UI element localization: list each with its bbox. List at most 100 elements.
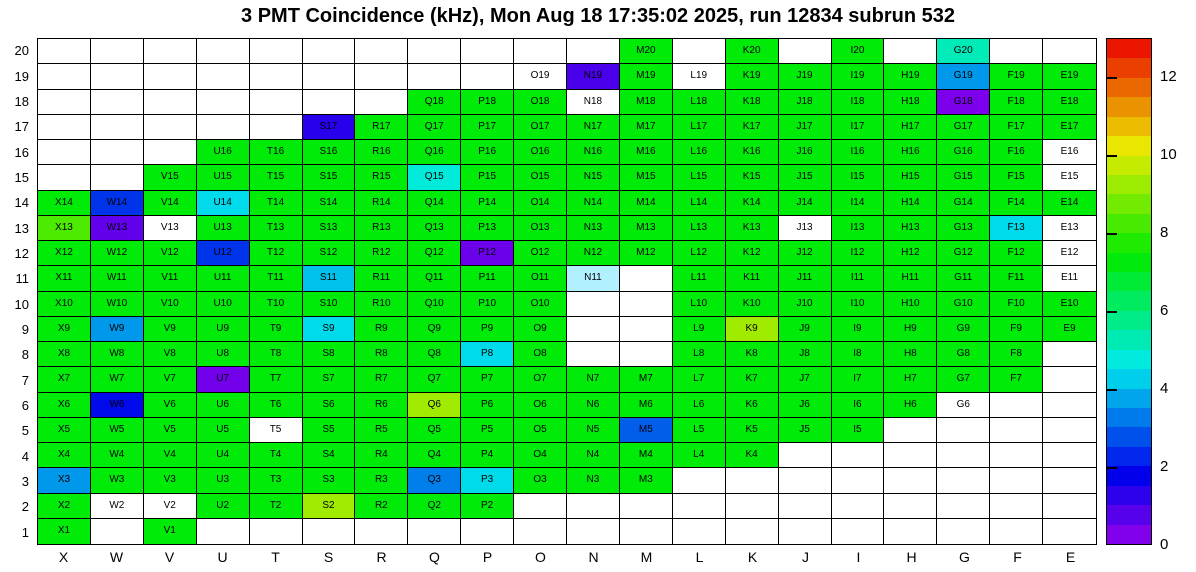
y-axis-label-11: 11 <box>15 271 30 287</box>
heatmap-cell-G13: G13 <box>937 215 991 241</box>
heatmap-cell-L18: L18 <box>672 89 726 115</box>
heatmap-cell-G18: G18 <box>937 89 991 115</box>
heatmap-cell-V15: V15 <box>143 165 197 191</box>
heatmap-cell-G11: G11 <box>937 266 991 292</box>
heatmap-cell-H14: H14 <box>884 190 938 216</box>
heatmap-cell-N6: N6 <box>567 392 620 418</box>
heatmap-cell-S12: S12 <box>302 241 356 267</box>
heatmap-cell-N11: N11 <box>567 266 620 292</box>
heatmap-cell-P3: P3 <box>461 468 515 494</box>
heatmap-cell-O10: O10 <box>514 291 567 317</box>
heatmap-cell-empty <box>249 64 303 90</box>
heatmap-cell-T4: T4 <box>249 443 303 469</box>
heatmap-cell-I6: I6 <box>831 392 885 418</box>
heatmap-cell-empty <box>990 443 1044 469</box>
heatmap-cell-F10: F10 <box>990 291 1044 317</box>
heatmap-cell-T9: T9 <box>249 316 303 342</box>
heatmap-cell-W11: W11 <box>90 266 144 292</box>
heatmap-cell-P5: P5 <box>461 417 515 443</box>
colorbar-band <box>1107 369 1151 389</box>
heatmap-cell-Q2: Q2 <box>408 493 462 519</box>
heatmap-cell-X8: X8 <box>38 342 91 368</box>
heatmap-cell-Q15: Q15 <box>408 165 462 191</box>
heatmap-cell-E11: E11 <box>1043 266 1096 292</box>
y-axis-label-20: 20 <box>14 43 29 59</box>
heatmap-cell-F12: F12 <box>990 241 1044 267</box>
heatmap-cell-W4: W4 <box>90 443 144 469</box>
heatmap-cell-empty <box>832 518 885 544</box>
heatmap-cell-V14: V14 <box>143 190 197 216</box>
heatmap-cell-R12: R12 <box>355 241 409 267</box>
x-axis-label-J: J <box>802 549 809 565</box>
heatmap-cell-P7: P7 <box>461 367 515 393</box>
colorbar-tick <box>1107 311 1117 313</box>
heatmap-cell-U2: U2 <box>196 493 250 519</box>
colorbar-band <box>1107 194 1151 214</box>
colorbar-band <box>1107 174 1151 195</box>
heatmap-cell-H12: H12 <box>884 241 938 267</box>
heatmap-cell-W9: W9 <box>90 316 144 342</box>
x-axis-label-X: X <box>58 549 69 565</box>
heatmap-cell-G9: G9 <box>937 316 991 342</box>
heatmap-cell-S17: S17 <box>302 114 356 140</box>
y-axis-label-7: 7 <box>21 372 29 388</box>
colorbar-label-8: 8 <box>1160 224 1169 241</box>
heatmap-cell-P12: P12 <box>461 241 515 267</box>
heatmap-cell-R17: R17 <box>355 114 409 140</box>
heatmap-cell-M18: M18 <box>619 89 673 115</box>
colorbar-tick <box>1107 77 1117 79</box>
heatmap-cell-H19: H19 <box>884 64 938 90</box>
colorbar-band <box>1107 116 1151 137</box>
heatmap-cell-empty <box>567 39 620 65</box>
heatmap-cell-empty <box>461 64 515 90</box>
heatmap-cell-empty <box>90 114 144 140</box>
heatmap-cell-M6: M6 <box>619 392 673 418</box>
heatmap-cell-S11: S11 <box>302 266 356 292</box>
heatmap-cell-N5: N5 <box>567 417 620 443</box>
heatmap-cell-J5: J5 <box>778 417 832 443</box>
heatmap-cell-I7: I7 <box>831 367 885 393</box>
heatmap-cell-E16: E16 <box>1043 140 1096 166</box>
heatmap-cell-empty <box>990 518 1044 544</box>
heatmap-cell-J18: J18 <box>778 89 832 115</box>
heatmap-cell-empty <box>249 114 303 140</box>
heatmap-cell-empty <box>779 518 832 544</box>
heatmap-cell-G16: G16 <box>937 140 991 166</box>
heatmap-cell-empty <box>408 64 462 90</box>
colorbar-label-0: 0 <box>1160 536 1169 553</box>
heatmap-cell-Q10: Q10 <box>408 291 462 317</box>
heatmap-cell-F17: F17 <box>990 114 1044 140</box>
heatmap-cell-V9: V9 <box>143 316 197 342</box>
colorbar-band <box>1107 427 1151 447</box>
heatmap-cell-W14: W14 <box>90 190 144 216</box>
heatmap-cell-S7: S7 <box>302 367 356 393</box>
heatmap-cell-V3: V3 <box>143 468 197 494</box>
heatmap-cell-O18: O18 <box>514 89 567 115</box>
heatmap-cell-T16: T16 <box>249 140 303 166</box>
heatmap-cell-S2: S2 <box>302 493 356 519</box>
heatmap-cell-U3: U3 <box>196 468 250 494</box>
heatmap-cell-U13: U13 <box>196 215 250 241</box>
heatmap-cell-empty <box>778 493 832 519</box>
heatmap-cell-S10: S10 <box>302 291 356 317</box>
heatmap-cell-I19: I19 <box>831 64 885 90</box>
colorbar-band <box>1107 524 1151 544</box>
heatmap-cell-H16: H16 <box>884 140 938 166</box>
heatmap-cell-empty <box>937 417 991 443</box>
colorbar <box>1106 38 1152 545</box>
heatmap-cell-empty <box>408 518 462 544</box>
heatmap-cell-L10: L10 <box>672 291 726 317</box>
heatmap-cell-Q4: Q4 <box>408 443 462 469</box>
heatmap-cell-empty <box>514 518 567 544</box>
heatmap-cell-X4: X4 <box>38 443 91 469</box>
heatmap-cell-O3: O3 <box>514 468 567 494</box>
heatmap-cell-I8: I8 <box>831 342 885 368</box>
x-axis-label-S: S <box>323 549 334 565</box>
heatmap-cell-empty <box>143 39 197 65</box>
heatmap-cell-R11: R11 <box>355 266 409 292</box>
heatmap-cell-I17: I17 <box>831 114 885 140</box>
heatmap-cell-U7: U7 <box>196 367 250 393</box>
heatmap-cell-empty <box>990 39 1044 65</box>
heatmap-cell-empty <box>355 39 409 65</box>
heatmap-cell-X1: X1 <box>38 518 91 544</box>
